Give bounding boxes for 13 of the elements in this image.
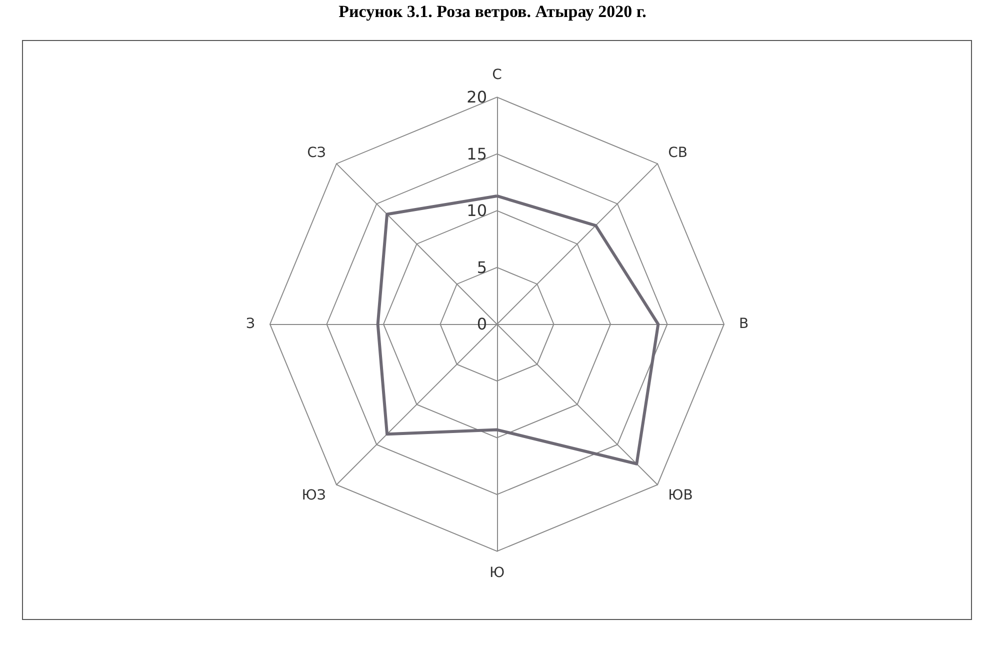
y-tick-label: 10	[466, 201, 487, 220]
spoke-label: Ю	[489, 565, 505, 582]
spoke-label: ЮВ	[668, 487, 693, 504]
spoke-label: С	[492, 67, 502, 84]
y-tick-label: 20	[466, 88, 487, 107]
y-tick-label: 5	[476, 258, 487, 277]
spoke-label: СЗ	[307, 145, 326, 162]
spoke-label: СВ	[668, 145, 688, 162]
chart-title: Рисунок 3.1. Роза ветров. Атырау 2020 г.	[338, 2, 648, 22]
y-tick-label: 15	[466, 144, 487, 164]
spoke-label: З	[246, 316, 256, 332]
spoke-label: В	[739, 316, 749, 332]
spoke-label: ЮЗ	[302, 487, 326, 504]
